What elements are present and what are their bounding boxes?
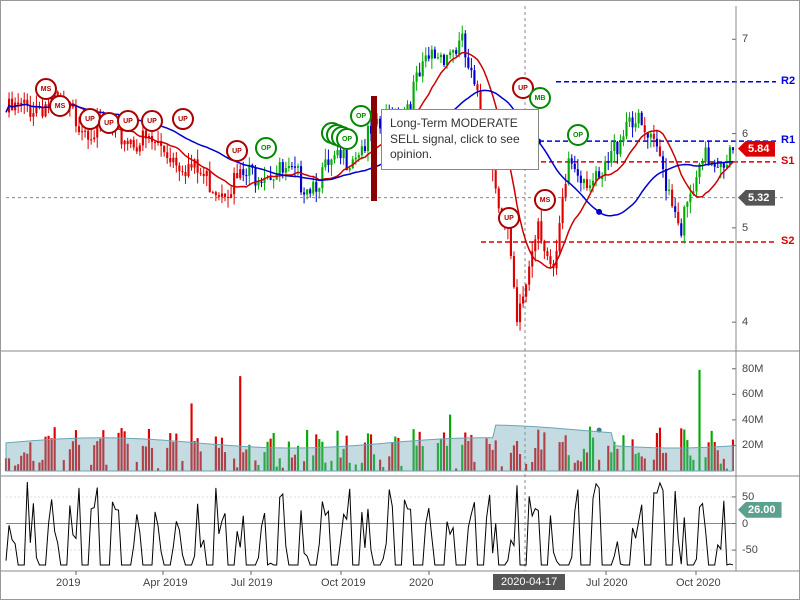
crosshair-price-tag: 5.32 [738,190,775,206]
signal-badge-op[interactable]: OP [255,137,277,159]
signal-badge-up[interactable]: UP [117,110,139,132]
signal-badge-up[interactable]: UP [172,108,194,130]
tooltip-text: Long-Term MODERATE SELL signal, click to… [390,116,520,161]
price-axis-label: 7 [742,33,748,45]
x-axis-label: Apr 2019 [143,577,188,589]
signal-badge-up[interactable]: UP [498,207,520,229]
sr-level-label: S2 [781,235,794,247]
signal-badge-up[interactable]: UP [226,140,248,162]
signal-tooltip[interactable]: Long-Term MODERATE SELL signal, click to… [381,109,539,170]
x-axis-label: 2019 [56,577,80,589]
chart-svg [1,1,800,601]
sr-level-label: R1 [781,134,795,146]
current-price-tag: 5.84 [738,141,775,157]
osc-axis-label: 0 [742,518,748,530]
signal-badge-ms[interactable]: MS [49,95,71,117]
sr-level-label: R2 [781,75,795,87]
stock-chart[interactable]: Long-Term MODERATE SELL signal, click to… [0,0,800,600]
signal-badge-op[interactable]: OP [336,128,358,150]
price-axis-label: 6 [742,128,748,140]
x-axis-label: Jul 2019 [231,577,273,589]
volume-axis-label: 80M [742,363,763,375]
osc-axis-label: 50 [742,491,754,503]
sr-level-label: S1 [781,155,794,167]
x-axis-label: 2020 [409,577,433,589]
x-axis-label: Oct 2019 [321,577,366,589]
signal-badge-ms[interactable]: MS [534,189,556,211]
x-axis-label: Jul 2020 [586,577,628,589]
signal-badge-op[interactable]: OP [567,124,589,146]
crosshair-date-label: 2020-04-17 [493,574,565,590]
osc-axis-label: -50 [742,544,758,556]
signal-badge-op[interactable]: OP [350,105,372,127]
signal-badge-up[interactable]: UP [141,110,163,132]
volume-axis-label: 60M [742,388,763,400]
volume-axis-label: 20M [742,439,763,451]
x-axis-label: Oct 2020 [676,577,721,589]
price-axis-label: 4 [742,316,748,328]
volume-axis-label: 40M [742,414,763,426]
oscillator-value-tag: 26.00 [738,502,782,518]
price-axis-label: 5 [742,222,748,234]
signal-badge-mb[interactable]: MB [529,87,551,109]
